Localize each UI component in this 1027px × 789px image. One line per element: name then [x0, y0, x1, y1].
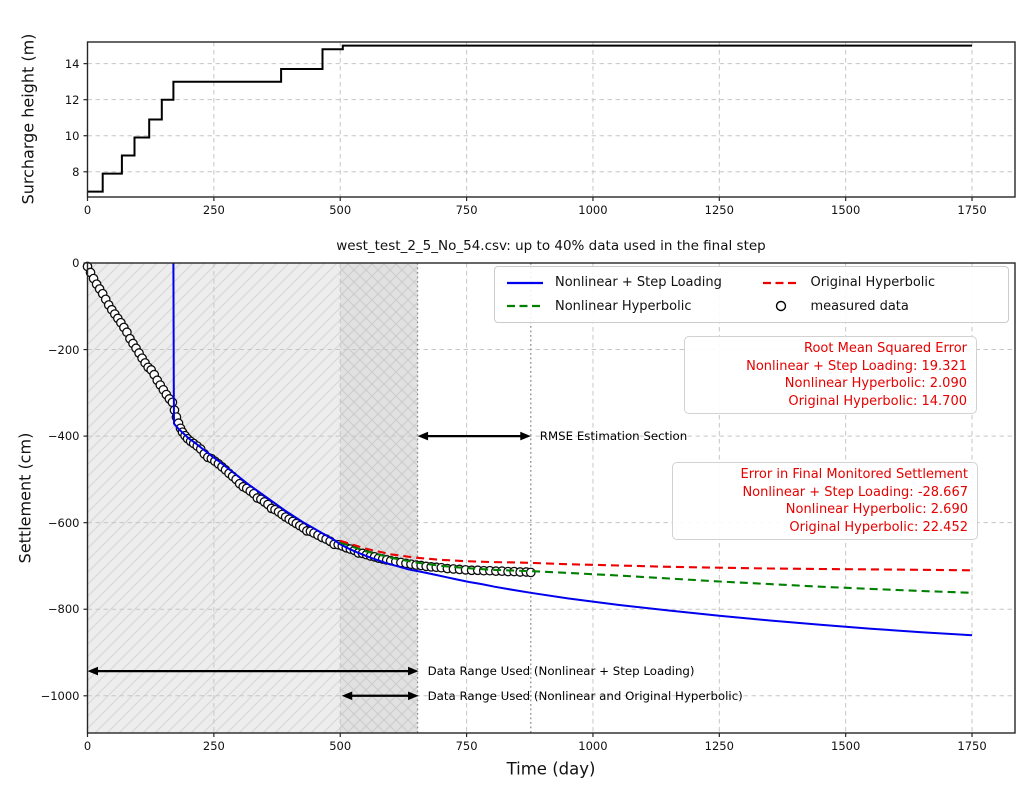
legend-label: Nonlinear Hyperbolic [555, 298, 692, 314]
circle-marker-swatch [775, 301, 786, 312]
top-y-axis-label: Surcharge height (m) [18, 33, 38, 205]
legend-item-nonlinear-step-loading: Nonlinear + Step Loading [505, 271, 743, 295]
legend-item-measured-data: measured data [761, 295, 999, 319]
arrowhead-left [341, 691, 353, 701]
red-dashed-line-swatch [762, 281, 799, 284]
rmse-box-line: Nonlinear Hyperbolic: 2.090 [784, 376, 967, 392]
arrowhead-left [417, 431, 429, 441]
legend-label: measured data [810, 298, 909, 314]
bottom-y-axis-label: Settlement (cm) [15, 432, 35, 564]
legend-label: Original Hyperbolic [810, 275, 936, 291]
rmse-box: Root Mean Squared Error Nonlinear + Step… [684, 336, 977, 415]
rmse-box-title: Root Mean Squared Error [804, 341, 967, 356]
legend-label: Nonlinear + Step Loading [555, 275, 722, 291]
final-error-box-title: Error in Final Monitored Settlement [740, 467, 968, 482]
arrowhead-right [520, 431, 531, 441]
final-error-box-line: Original Hyperbolic: 22.452 [789, 519, 968, 535]
measured-point [525, 567, 536, 578]
arrowhead-left [87, 666, 98, 676]
rmse-box-line: Original Hyperbolic: 14.700 [788, 393, 967, 409]
bottom-plot-title: west_test_2_5_No_54.csv: up to 40% data … [336, 238, 766, 254]
final-error-box: Error in Final Monitored Settlement Nonl… [672, 462, 978, 541]
final-error-box-line: Nonlinear + Step Loading: -28.667 [742, 484, 968, 500]
measured-point [167, 397, 178, 408]
shaded-region-cross [340, 263, 418, 733]
legend-item-nonlinear-hyperbolic: Nonlinear Hyperbolic [505, 295, 743, 319]
curve-original-hyperbolic [339, 539, 973, 572]
final-error-box-line: Nonlinear Hyperbolic: 2.690 [785, 502, 968, 518]
green-dashed-line-swatch [507, 305, 543, 308]
legend: Nonlinear + Step Loading Nonlinear Hyper… [494, 266, 1009, 323]
arrowhead-right [408, 666, 419, 676]
blue-solid-line-swatch [507, 281, 543, 284]
curve-surcharge-height [87, 44, 972, 193]
x-axis-label: Time (day) [506, 759, 596, 779]
curve-nonlinear-hyperbolic [339, 541, 973, 594]
axes-frame [86, 41, 1016, 198]
curve-nonlinear-step-loading [172, 262, 973, 637]
legend-item-original-hyperbolic: Original Hyperbolic [761, 271, 999, 295]
axes-frame [86, 262, 1016, 734]
arrowhead-right [408, 691, 419, 701]
rmse-box-line: Nonlinear + Step Loading: 19.321 [746, 358, 967, 374]
